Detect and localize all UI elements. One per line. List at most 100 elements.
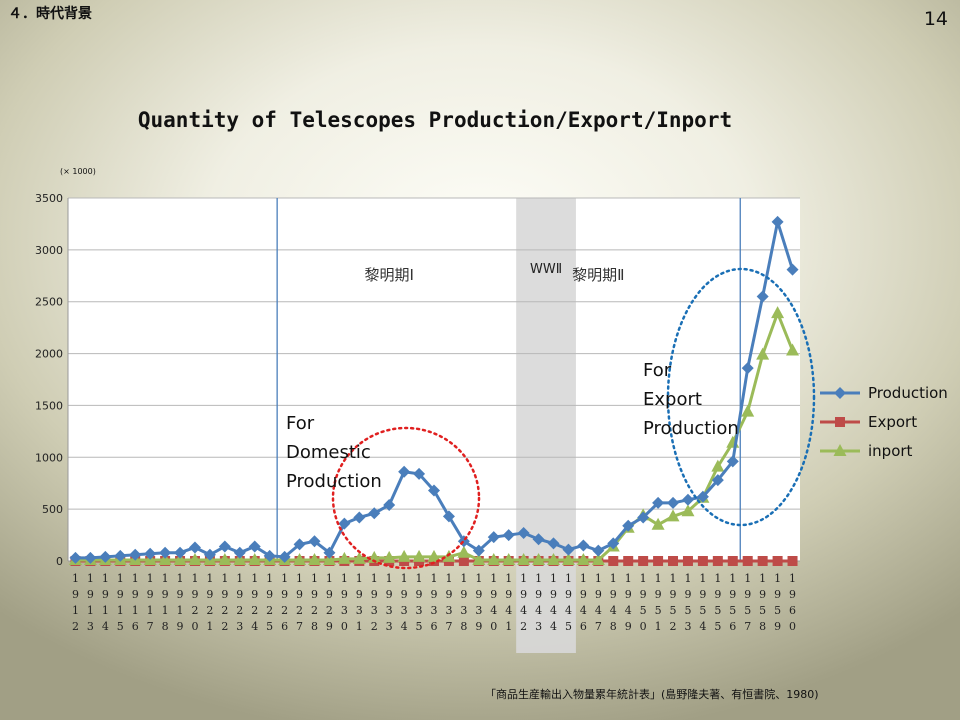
- data-point: [263, 549, 276, 562]
- data-point: [233, 552, 247, 565]
- legend-item-export: Export: [820, 413, 917, 431]
- data-point: [248, 552, 262, 565]
- data-point: [561, 552, 575, 565]
- ww2-label: WWⅡ: [530, 262, 562, 277]
- data-point: [428, 484, 440, 497]
- data-point: [651, 517, 665, 530]
- annotation-text: For Export Production: [643, 360, 739, 439]
- data-point: [562, 543, 575, 556]
- data-point: [144, 547, 157, 560]
- data-point: [681, 504, 695, 517]
- page-number: 14: [923, 8, 948, 30]
- data-point: [442, 510, 455, 523]
- data-point: [129, 548, 142, 561]
- data-point: [652, 496, 665, 509]
- unit-label: (× 1000): [60, 167, 96, 176]
- legend-label: Production: [868, 384, 948, 402]
- data-point: [697, 556, 708, 566]
- data-point: [472, 544, 485, 557]
- data-point: [696, 490, 709, 503]
- data-point: [367, 550, 381, 563]
- data-point: [233, 546, 246, 559]
- period-label: 黎明期Ⅱ: [572, 266, 624, 284]
- data-point: [622, 519, 635, 532]
- data-point: [547, 552, 561, 565]
- data-point: [711, 474, 724, 487]
- legend-item-inport: inport: [820, 442, 913, 460]
- data-point: [653, 556, 664, 566]
- data-point: [323, 546, 336, 559]
- data-point: [322, 552, 336, 565]
- data-point: [99, 550, 112, 563]
- data-point: [159, 546, 172, 559]
- data-point: [741, 404, 755, 417]
- data-point: [517, 552, 531, 565]
- data-point: [577, 539, 590, 552]
- data-point: [834, 387, 846, 399]
- y-tick-label: 3500: [35, 192, 63, 205]
- data-point: [412, 549, 426, 562]
- data-point: [667, 496, 680, 509]
- data-point: [397, 549, 411, 562]
- data-point: [352, 551, 366, 564]
- data-point: [727, 556, 738, 566]
- data-point: [278, 550, 291, 563]
- legend-label: inport: [868, 442, 913, 460]
- domestic-highlight-circle: [331, 426, 481, 570]
- data-point: [757, 556, 768, 566]
- data-point: [248, 540, 261, 553]
- data-point: [114, 549, 127, 562]
- data-point: [218, 552, 232, 565]
- data-point: [458, 556, 469, 566]
- chart-title: Quantity of Telescopes Production/Export…: [137, 108, 733, 132]
- data-point: [787, 556, 798, 566]
- data-point: [69, 551, 82, 564]
- data-point: [786, 263, 799, 276]
- data-point: [742, 556, 753, 566]
- y-tick-label: 3000: [35, 244, 63, 257]
- plot-area: [68, 198, 800, 561]
- data-point: [682, 556, 693, 566]
- data-point: [368, 507, 381, 520]
- data-point: [457, 545, 471, 558]
- data-point: [608, 556, 619, 566]
- y-tick-label: 1000: [35, 451, 63, 464]
- data-point: [338, 517, 351, 530]
- data-point: [756, 290, 769, 303]
- data-point: [711, 459, 725, 472]
- data-point: [487, 552, 501, 565]
- data-point: [623, 556, 634, 566]
- y-tick-label: 2000: [35, 348, 63, 361]
- data-point: [383, 498, 396, 511]
- data-point: [681, 493, 694, 506]
- data-point: [712, 556, 723, 566]
- data-point: [427, 549, 441, 562]
